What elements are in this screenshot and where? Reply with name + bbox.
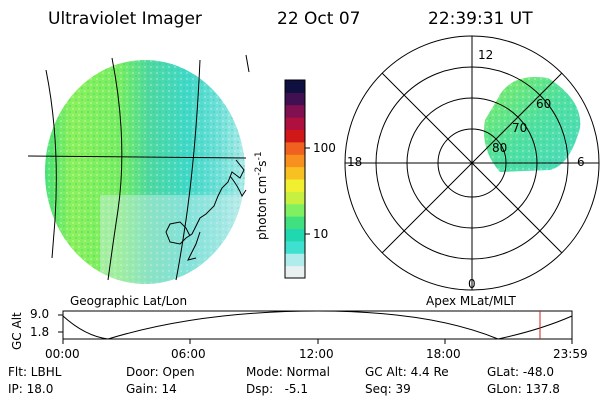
apex-caption: Apex MLat/MLT xyxy=(426,294,516,308)
alt-tick-1800: 18:00 xyxy=(426,347,461,361)
colorbar-band xyxy=(285,216,305,229)
status-gc-alt: GC Alt: 4.4 Re xyxy=(365,365,449,379)
time-label: 22:39:31 UT xyxy=(428,9,533,29)
status-ip: IP: 18.0 xyxy=(8,382,54,396)
date-label: 22 Oct 07 xyxy=(277,9,361,29)
colorbar-band xyxy=(285,253,305,267)
geographic-grid xyxy=(27,54,250,281)
colorbar-band xyxy=(285,179,305,192)
instrument-title: Ultraviolet Imager xyxy=(48,9,202,29)
alt-ymin-label: 1.8 xyxy=(30,325,50,339)
mlt-label-0: 0 xyxy=(468,277,476,291)
mlt-label-6: 6 xyxy=(577,155,585,169)
status-dsp: Dsp: -5.1 xyxy=(246,382,309,396)
colorbar-band xyxy=(285,191,305,205)
colorbar-band xyxy=(285,117,305,130)
status-filter: Flt: LBHL xyxy=(8,365,62,379)
geographic-image xyxy=(45,60,245,284)
status-glat: GLat: -48.0 xyxy=(487,365,554,379)
lat-label-60: 60 xyxy=(536,97,552,111)
colorbar-band xyxy=(285,240,305,254)
alt-ymax-label: 9.0 xyxy=(30,307,50,321)
colorbar-band xyxy=(285,141,305,155)
colorbar-band xyxy=(285,80,305,93)
status-gain: Gain: 14 xyxy=(126,382,177,396)
colorbar-unit-label: photon cm-2s-1 xyxy=(254,151,269,240)
colorbar-band xyxy=(285,129,305,143)
polar-grid xyxy=(344,35,600,291)
colorbar-frame xyxy=(284,79,306,279)
colorbar-band xyxy=(285,104,305,118)
lat-label-70: 70 xyxy=(512,121,528,135)
status-seq: Seq: 39 xyxy=(365,382,411,396)
lat-label-80: 80 xyxy=(492,141,508,155)
status-door: Door: Open xyxy=(126,365,195,379)
mlt-label-18: 18 xyxy=(347,155,363,169)
colorbar-tick-100: 100 xyxy=(313,141,336,155)
colorbar-band xyxy=(285,228,305,242)
alt-tick-2359: 23:59 xyxy=(553,347,588,361)
status-mode: Mode: Normal xyxy=(246,365,330,379)
colorbar xyxy=(285,80,305,279)
colorbar-band xyxy=(285,203,305,217)
altitude-plot xyxy=(58,310,573,344)
geographic-caption: Geographic Lat/Lon xyxy=(70,294,188,308)
colorbar-tick-10: 10 xyxy=(313,227,329,241)
alt-axis-label: GC Alt xyxy=(10,312,24,350)
colorbar-band xyxy=(285,265,305,279)
mlt-label-12: 12 xyxy=(478,48,494,62)
colorbar-band xyxy=(285,166,305,180)
colorbar-band xyxy=(285,92,305,106)
alt-tick-1200: 12:00 xyxy=(299,347,334,361)
alt-tick-0000: 00:00 xyxy=(45,347,80,361)
status-glon: GLon: 137.8 xyxy=(487,382,560,396)
alt-tick-0600: 06:00 xyxy=(171,347,206,361)
colorbar-band xyxy=(285,154,305,168)
